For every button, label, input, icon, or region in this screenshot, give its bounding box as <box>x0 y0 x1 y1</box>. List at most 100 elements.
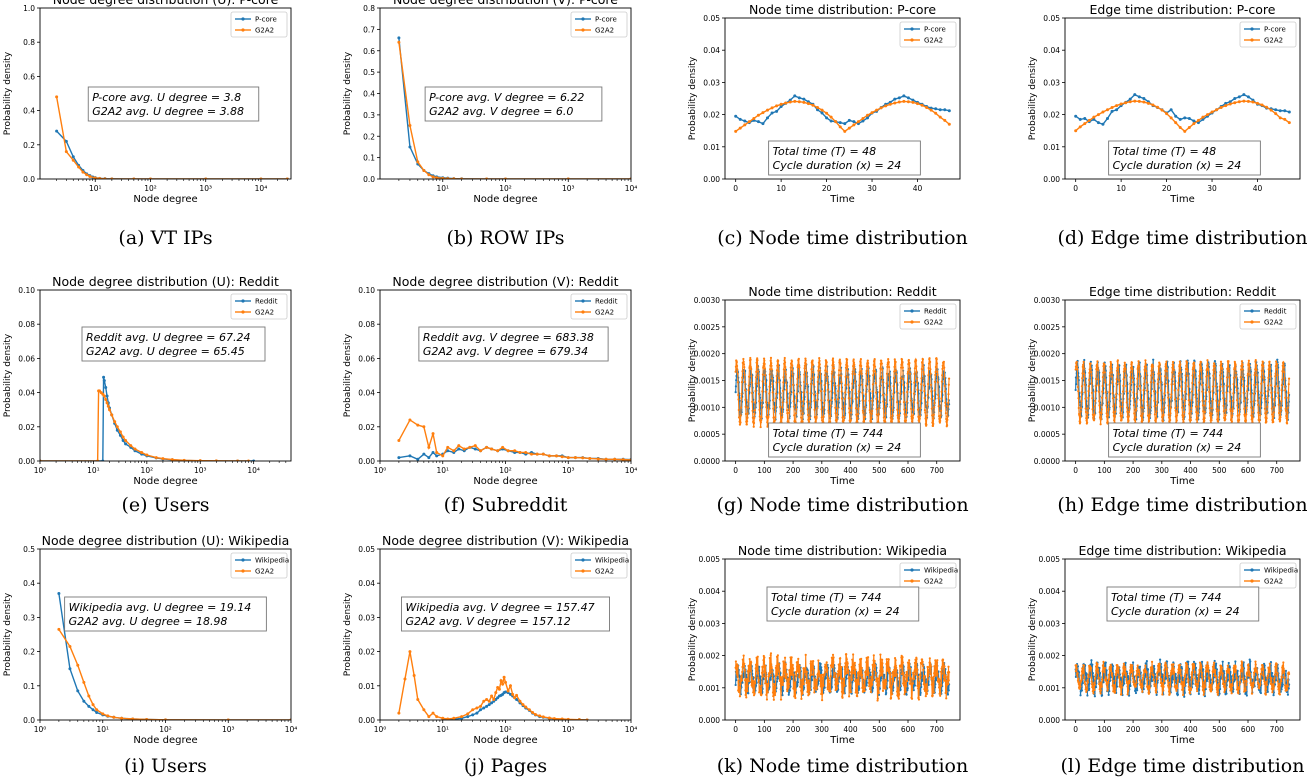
data-point <box>888 102 892 106</box>
data-point <box>1270 396 1273 399</box>
data-point <box>1118 399 1121 402</box>
data-point <box>891 409 894 412</box>
data-point <box>870 111 874 115</box>
y-tick-label: 0.00 <box>703 175 720 184</box>
data-point <box>835 677 838 680</box>
data-point <box>1246 95 1250 99</box>
data-point <box>944 401 947 404</box>
data-point <box>759 679 762 682</box>
data-point <box>1077 397 1080 400</box>
legend-label: G2A2 <box>1264 319 1283 327</box>
data-point <box>766 691 769 694</box>
data-point <box>758 685 762 688</box>
data-point <box>479 704 483 708</box>
data-point <box>71 158 75 162</box>
data-point <box>1210 419 1213 422</box>
data-point <box>869 687 872 690</box>
data-point <box>408 124 412 128</box>
data-point <box>737 398 740 401</box>
data-point <box>1265 410 1269 413</box>
data-point <box>764 672 767 675</box>
data-point <box>816 108 819 112</box>
data-point <box>547 454 551 458</box>
data-point <box>1078 125 1082 129</box>
data-point <box>1135 392 1138 395</box>
data-point <box>1282 361 1285 364</box>
data-point <box>1157 372 1160 375</box>
data-point <box>518 450 522 454</box>
data-point <box>820 416 823 419</box>
data-point <box>1132 391 1135 394</box>
data-point <box>1160 399 1163 402</box>
data-point <box>541 715 545 719</box>
data-point <box>1119 405 1122 408</box>
data-point <box>1158 363 1161 366</box>
series-line-p-core <box>56 130 288 179</box>
y-tick-label: 0.01 <box>358 682 375 691</box>
data-point <box>1274 364 1277 368</box>
data-point <box>1176 406 1179 409</box>
annotation-line: Cycle duration (x) = 24 <box>1113 159 1242 172</box>
panel-caption: (d) Edge time distribution <box>1057 227 1307 249</box>
x-tick-label: 200 <box>1126 466 1141 475</box>
data-point <box>867 672 870 675</box>
data-point <box>878 390 881 394</box>
data-point <box>1274 112 1278 116</box>
data-point <box>902 383 905 386</box>
data-point <box>1079 420 1082 424</box>
data-point <box>1224 101 1228 105</box>
data-point <box>871 678 875 681</box>
data-point <box>1269 384 1273 387</box>
data-point <box>789 366 792 369</box>
data-point <box>794 412 798 415</box>
data-point <box>1098 400 1101 403</box>
data-point <box>756 370 760 373</box>
data-point <box>1092 389 1095 392</box>
data-point <box>1193 376 1196 379</box>
data-point <box>1148 416 1151 419</box>
data-point <box>1076 385 1080 389</box>
data-point <box>1080 385 1084 388</box>
data-point <box>850 674 853 677</box>
data-point <box>799 391 802 394</box>
data-point <box>803 367 806 370</box>
y-tick-label: 0.04 <box>703 46 720 55</box>
data-point <box>1239 392 1242 395</box>
data-point <box>790 656 793 659</box>
data-point <box>427 445 431 449</box>
data-point <box>825 116 829 120</box>
data-point <box>1170 378 1173 381</box>
data-point <box>903 412 906 416</box>
data-point <box>905 414 908 417</box>
data-point <box>745 673 748 676</box>
data-point <box>812 371 815 374</box>
chart-panel-g: Node time distribution: Reddit0.00000.00… <box>688 284 969 516</box>
data-point <box>838 672 841 676</box>
data-point <box>811 665 815 668</box>
annotation-line: G2A2 avg. V degree = 157.12 <box>406 615 571 628</box>
data-point <box>941 367 944 370</box>
data-point <box>898 420 901 424</box>
data-point <box>806 413 810 417</box>
data-point <box>1238 408 1241 411</box>
data-point <box>1179 363 1182 366</box>
data-point <box>847 668 850 671</box>
data-point <box>768 656 771 660</box>
data-point <box>1174 406 1177 410</box>
data-point <box>936 381 939 384</box>
data-point <box>1270 407 1273 410</box>
data-point <box>886 384 889 388</box>
data-point <box>750 661 753 664</box>
data-point <box>1094 390 1097 393</box>
data-point <box>868 668 871 671</box>
y-tick-label: 0.05 <box>1043 14 1060 23</box>
data-point <box>1110 364 1113 367</box>
data-point <box>531 710 535 714</box>
data-point <box>1250 406 1253 409</box>
data-point <box>866 656 870 659</box>
data-point <box>852 358 855 361</box>
data-point <box>748 669 752 673</box>
data-point <box>869 681 872 684</box>
x-tick-label: 700 <box>1270 466 1285 475</box>
data-point <box>769 379 773 382</box>
